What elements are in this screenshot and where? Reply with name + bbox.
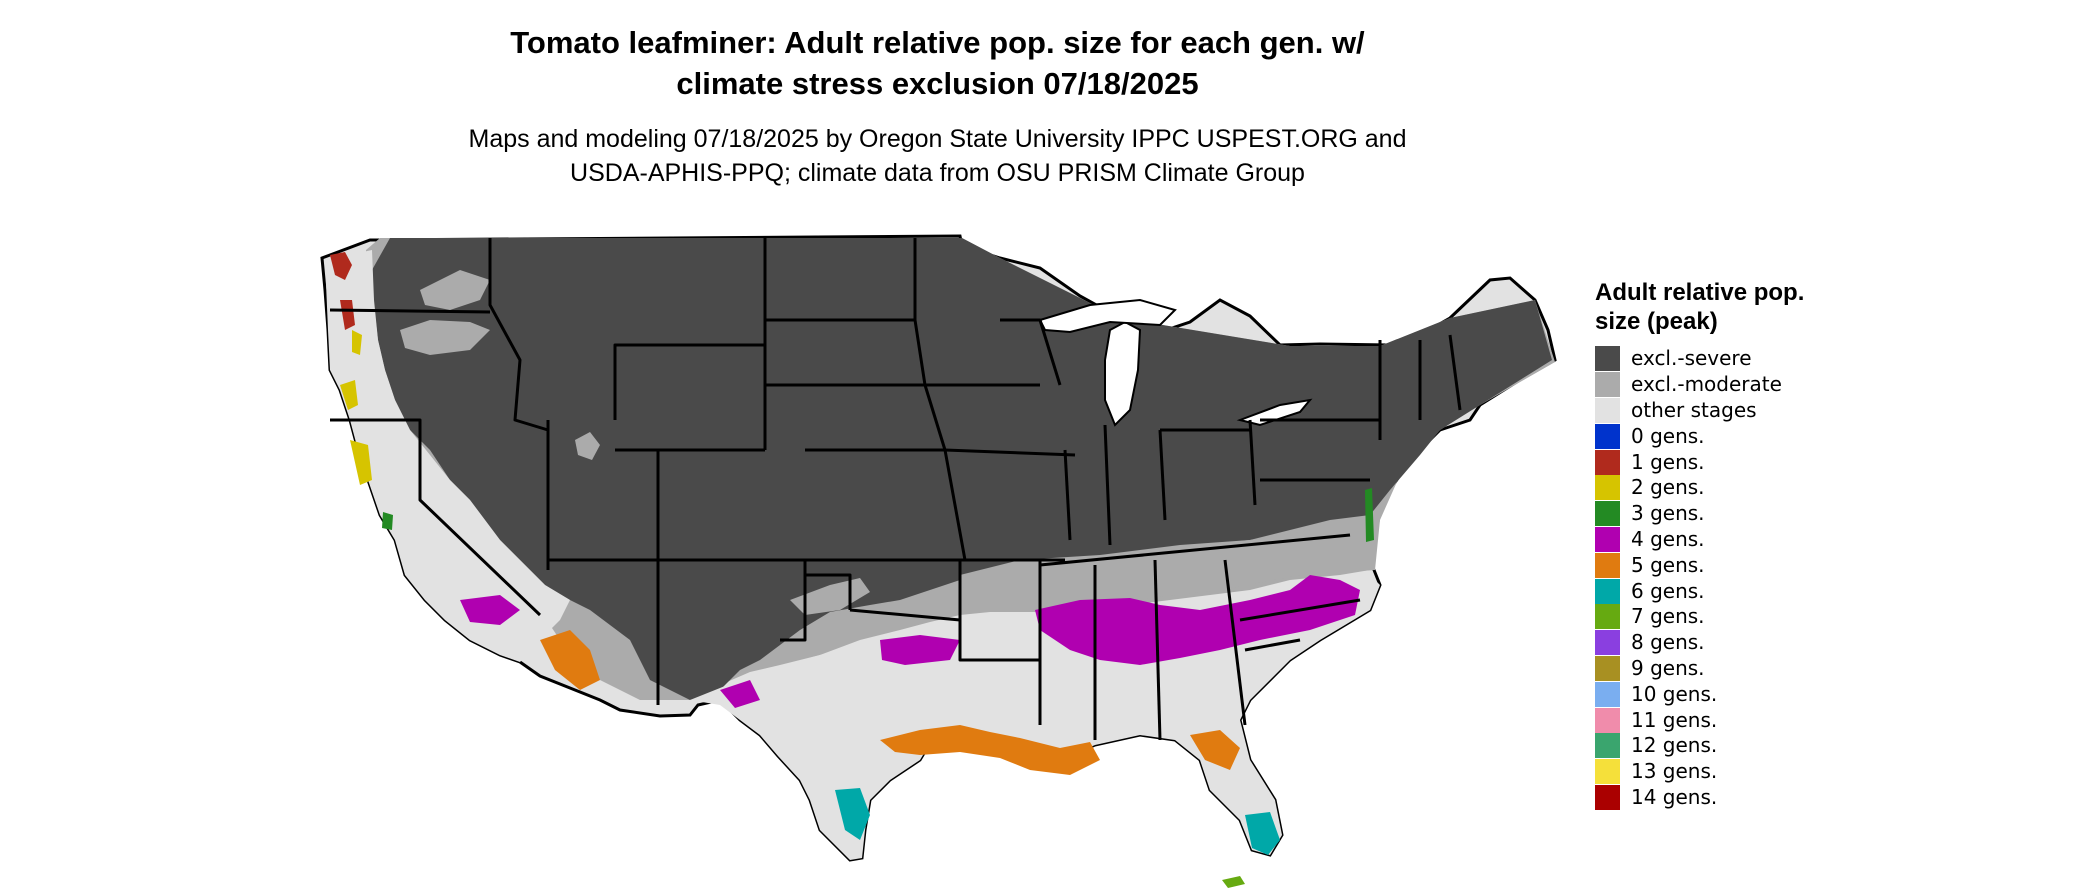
legend-label: 4 gens. xyxy=(1631,526,1705,551)
legend-item: 7 gens. xyxy=(1595,604,2075,630)
legend-swatch xyxy=(1595,423,1620,449)
gen4-region-southern-belt xyxy=(460,575,1360,708)
legend-item: excl.-severe xyxy=(1595,346,2075,372)
legend-label: 11 gens. xyxy=(1631,707,1718,732)
legend-swatch xyxy=(1595,578,1620,604)
legend-item: 9 gens. xyxy=(1595,655,2075,682)
legend-label: 3 gens. xyxy=(1631,501,1705,526)
legend-item: other stages xyxy=(1595,397,2075,424)
legend-label: 12 gens. xyxy=(1631,733,1718,758)
gen6-region-south-texas xyxy=(835,788,870,840)
legend-swatch xyxy=(1595,630,1620,656)
legend-swatch xyxy=(1595,449,1620,475)
legend-item: 8 gens. xyxy=(1595,630,2075,656)
gen5-region-gulf-coast xyxy=(540,630,1240,775)
map-title-line-2: climate stress exclusion 07/18/2025 xyxy=(676,66,1199,101)
legend-item: 13 gens. xyxy=(1595,759,2075,785)
legend-label: 0 gens. xyxy=(1631,423,1705,448)
legend-item: 10 gens. xyxy=(1595,681,2075,707)
legend-swatch xyxy=(1595,346,1620,372)
legend-title: Adult relative pop. size (peak) xyxy=(1595,279,1805,335)
legend-label: 14 gens. xyxy=(1631,784,1718,809)
us-map xyxy=(320,234,1557,888)
legend-swatch xyxy=(1595,372,1620,398)
legend-item: 11 gens. xyxy=(1595,707,2075,733)
gen6-region-south-florida xyxy=(1245,812,1280,855)
legend-item: 4 gens. xyxy=(1595,526,2075,553)
legend-label: 7 gens. xyxy=(1631,604,1705,629)
legend-label: 8 gens. xyxy=(1631,630,1705,655)
legend-items: excl.-severe excl.-moderate other stages 0 … xyxy=(1595,346,2075,810)
legend-swatch xyxy=(1595,552,1620,578)
moderate-patch-utah xyxy=(575,432,600,460)
legend-swatch xyxy=(1595,784,1620,810)
legend-label: 10 gens. xyxy=(1631,681,1718,706)
map-subtitle-line-1: Maps and modeling 07/18/2025 by Oregon S… xyxy=(468,125,1407,153)
legend-label: 2 gens. xyxy=(1631,475,1705,500)
legend-swatch xyxy=(1595,759,1620,785)
lake-michigan xyxy=(1104,320,1142,427)
lake-erie xyxy=(1236,398,1313,427)
legend-item: 6 gens. xyxy=(1595,578,2075,604)
gen2-region-west xyxy=(340,330,372,485)
legend-item: 0 gens. xyxy=(1595,423,2075,449)
other-stages-west-coast xyxy=(325,250,570,662)
legend-swatch xyxy=(1595,733,1620,759)
legend-item: 12 gens. xyxy=(1595,733,2075,759)
state-borders xyxy=(329,238,1462,741)
legend-swatch xyxy=(1595,681,1620,707)
excl-severe-region xyxy=(372,238,1552,700)
legend-label: 6 gens. xyxy=(1631,578,1705,603)
legend-item: 14 gens. xyxy=(1595,784,2075,811)
legend-label: excl.-moderate xyxy=(1631,372,1782,397)
legend-swatch xyxy=(1595,475,1620,501)
legend-label: 5 gens. xyxy=(1631,552,1705,577)
map-subtitle-line-2: USDA-APHIS-PPQ; climate data from OSU PR… xyxy=(570,159,1305,187)
gen7-region-keys xyxy=(1222,876,1245,888)
legend-swatch xyxy=(1595,707,1620,733)
legend-swatch xyxy=(1595,526,1620,552)
legend-item: 2 gens. xyxy=(1595,475,2075,501)
legend-swatch xyxy=(1595,397,1620,423)
legend-swatch xyxy=(1595,604,1620,630)
map-title: Tomato leafminer: Adult relative pop. si… xyxy=(0,22,1875,104)
legend-item: 3 gens. xyxy=(1595,501,2075,527)
legend-label: excl.-severe xyxy=(1631,346,1752,371)
legend-swatch xyxy=(1595,655,1620,681)
moderate-patch-idaho xyxy=(420,270,490,310)
legend-label: other stages xyxy=(1631,397,1757,422)
legend-label: 13 gens. xyxy=(1631,759,1718,784)
legend-label: 1 gens. xyxy=(1631,449,1705,474)
legend-item: 1 gens. xyxy=(1595,449,2075,475)
map-subtitle: Maps and modeling 07/18/2025 by Oregon S… xyxy=(0,122,1875,190)
legend-label: 9 gens. xyxy=(1631,655,1705,680)
map-title-line-1: Tomato leafminer: Adult relative pop. si… xyxy=(510,25,1365,60)
legend: Adult relative pop. size (peak) excl.-se… xyxy=(1595,278,2075,810)
moderate-patch-oregon xyxy=(400,320,490,355)
legend-swatch xyxy=(1595,501,1620,527)
legend-item: excl.-moderate xyxy=(1595,372,2075,398)
legend-item: 5 gens. xyxy=(1595,552,2075,578)
lake-superior xyxy=(1038,298,1177,334)
